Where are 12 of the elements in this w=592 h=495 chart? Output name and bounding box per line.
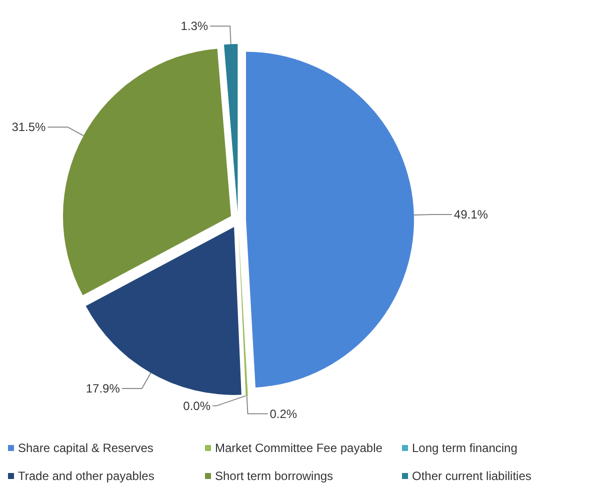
- text: 0.0%: [183, 398, 211, 413]
- legend-label: Short term borrowings: [215, 469, 334, 483]
- legend-label: Long term financing: [412, 441, 518, 455]
- legend-label: Other current liabilities: [412, 469, 532, 483]
- legend-label: Trade and other payables: [18, 469, 154, 483]
- data-label: 31.5%: [12, 120, 46, 134]
- legend-label: Market Committee Fee payable: [215, 441, 383, 455]
- data-label: 17.9%: [86, 382, 120, 396]
- data-label: 0.2%: [270, 406, 298, 421]
- data-label: 49.1%: [454, 208, 488, 222]
- legend-label: Share capital & Reserves: [18, 441, 154, 455]
- data-label: 1.3%: [180, 19, 208, 34]
